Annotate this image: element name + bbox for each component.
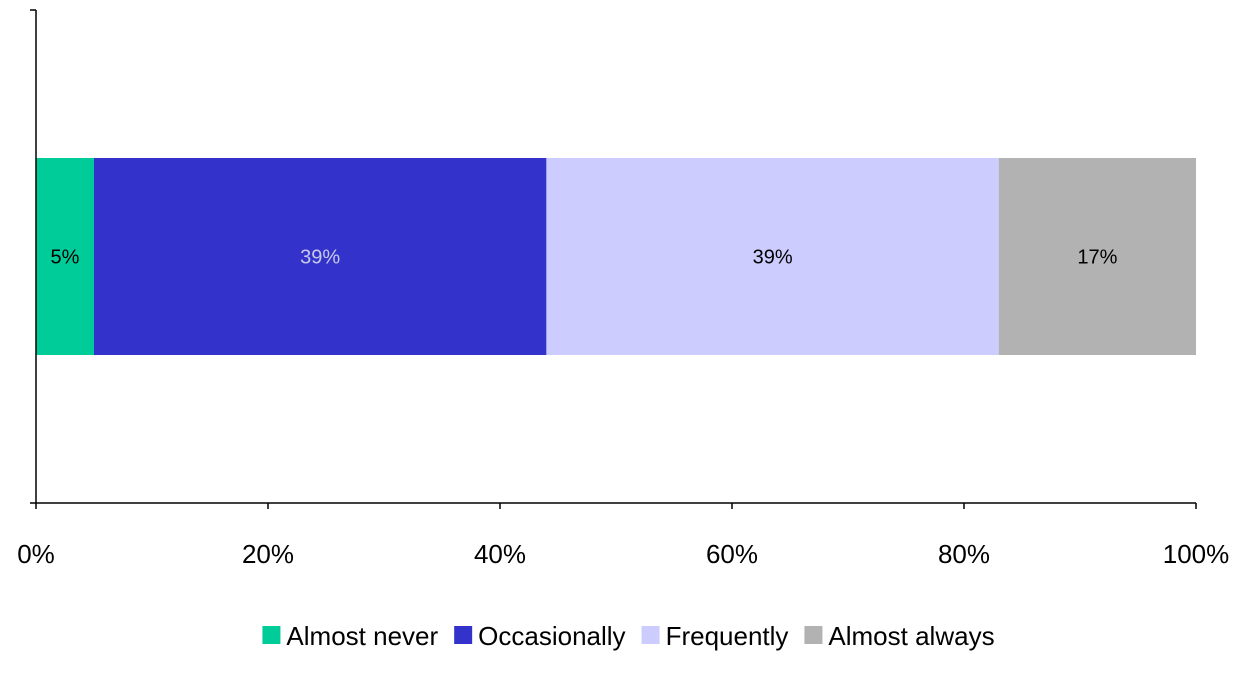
plot-area: 5% 39% 39% 17% xyxy=(36,158,1196,355)
x-tick-label: 40% xyxy=(474,539,526,569)
axes: 0% 20% 40% 60% 80% 100% xyxy=(17,9,1230,569)
legend-item-2: Occasionally xyxy=(454,621,626,651)
legend: Almost never Occasionally Frequently Almost… xyxy=(262,621,995,651)
legend-swatch xyxy=(262,626,281,644)
data-label-1: 5% xyxy=(51,247,80,269)
legend-label: Frequently xyxy=(666,621,789,651)
bar-segment-4 xyxy=(998,158,1196,355)
legend-item-1: Almost never xyxy=(262,621,438,651)
bar-segment-3 xyxy=(546,158,999,355)
bar-segment-1 xyxy=(36,158,94,355)
x-tick-label: 20% xyxy=(242,539,294,569)
data-label-2: 39% xyxy=(300,247,340,269)
data-label-4: 17% xyxy=(1077,247,1117,269)
x-tick-label: 0% xyxy=(17,539,55,569)
legend-swatch xyxy=(641,626,660,644)
x-tick-label: 100% xyxy=(1163,539,1230,569)
legend-item-4: Almost always xyxy=(804,621,995,651)
x-tick-label: 60% xyxy=(706,539,758,569)
legend-swatch xyxy=(454,626,473,644)
x-tick-label: 80% xyxy=(938,539,990,569)
legend-item-3: Frequently xyxy=(641,621,789,651)
legend-swatch xyxy=(804,626,823,644)
legend-label: Almost always xyxy=(828,621,994,651)
data-label-3: 39% xyxy=(753,247,793,269)
bar-segment-2 xyxy=(94,158,547,355)
legend-label: Occasionally xyxy=(478,621,625,651)
legend-label: Almost never xyxy=(286,621,438,651)
